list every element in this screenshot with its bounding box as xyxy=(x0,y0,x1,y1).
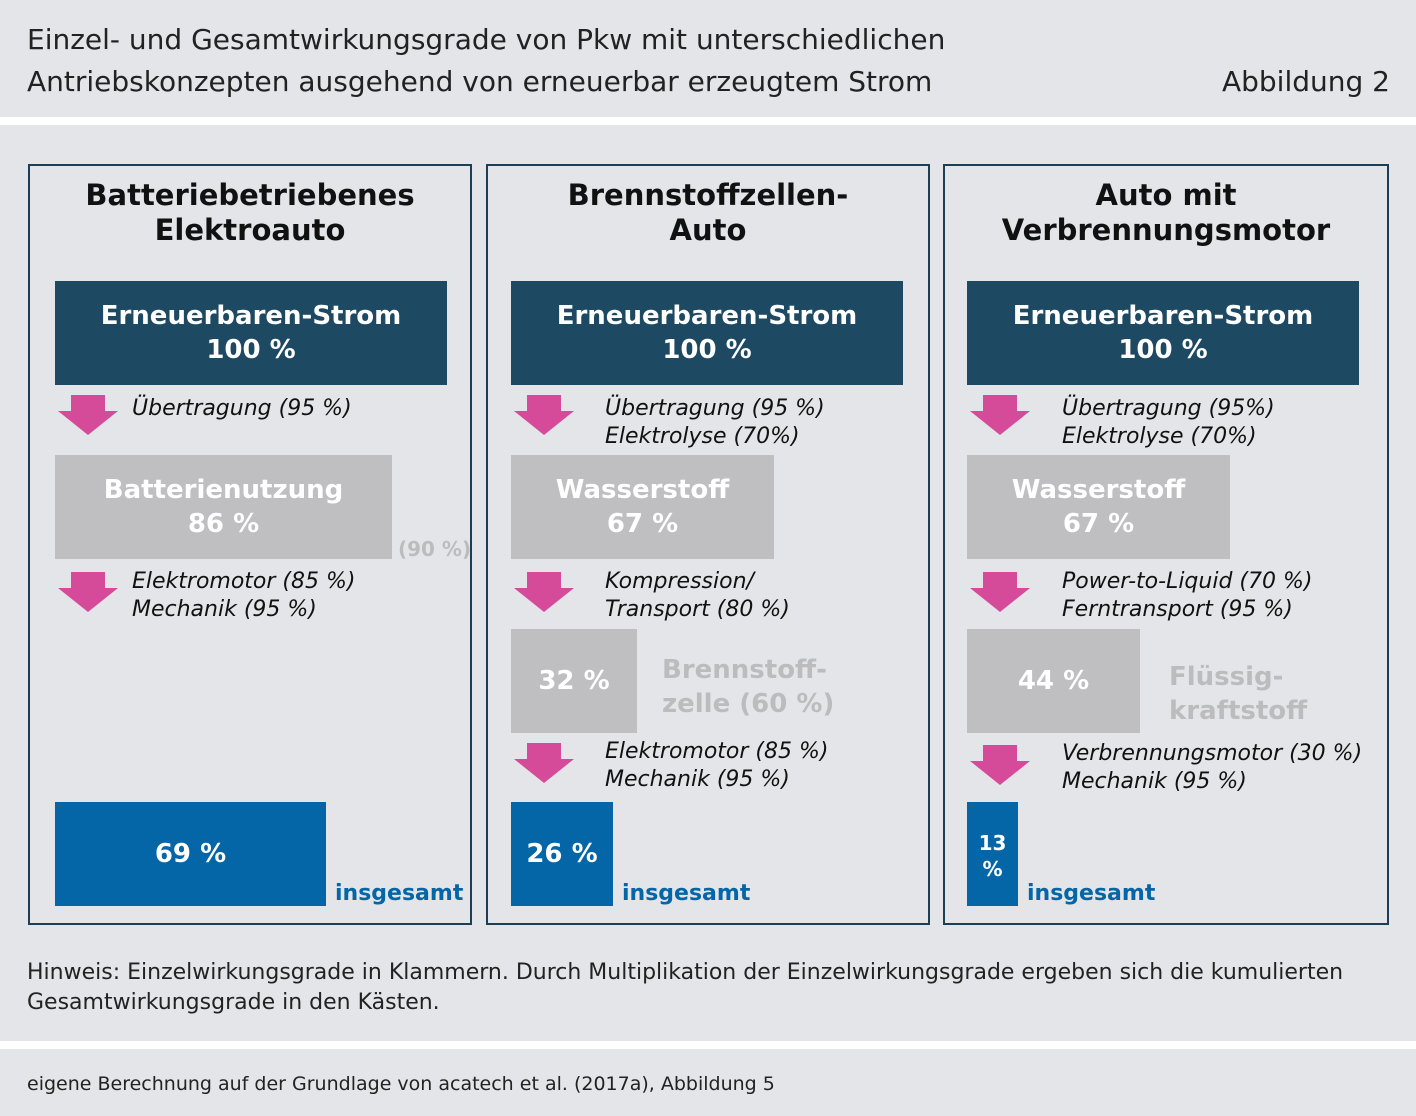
step-2-line-1: Kompression/ xyxy=(605,569,754,594)
battery-box-label: Batterienutzung xyxy=(103,475,344,505)
panel-title-line-2: Verbrennungsmotor xyxy=(1001,213,1331,247)
panel-title: Auto mit Verbrennungsmotor xyxy=(945,178,1387,248)
step-2-line-2: Transport (80 %) xyxy=(605,597,790,622)
step-1-label: Übertragung (95 %) xyxy=(132,395,352,423)
total-box: 26 % xyxy=(511,802,613,906)
step-2-line-1: Elektromotor (85 %) xyxy=(132,569,356,594)
note-line-2: Gesamtwirkungsgrade in den Kästen. xyxy=(27,990,440,1015)
step-3-line-1: Verbrennungsmotor (30 %) xyxy=(1062,741,1363,766)
source-note: eigene Berechnung auf der Grundlage von … xyxy=(27,1073,775,1095)
panel-title-line-1: Brennstoffzellen- xyxy=(567,178,849,212)
liquid-fuel-label: Flüssig- kraftstoff xyxy=(1169,660,1307,728)
panel-title-line-1: Batteriebetriebenes xyxy=(85,178,415,212)
source-box-value: 100 % xyxy=(206,335,296,365)
step-1-line-1: Übertragung (95 %) xyxy=(132,396,352,421)
source-box-label: Erneuerbaren-Strom xyxy=(556,301,858,331)
step-1-label: Übertragung (95%) Elektrolyse (70%) xyxy=(1062,395,1275,451)
figure-title-line-2: Antriebskonzepten ausgehend von erneuerb… xyxy=(27,65,933,98)
step-1-line-1: Übertragung (95%) xyxy=(1062,396,1275,421)
step-2-line-2: Mechanik (95 %) xyxy=(132,597,317,622)
down-arrow-icon xyxy=(58,395,118,435)
panel-combustion-engine: Auto mit Verbrennungsmotor Erneuerbaren-… xyxy=(943,164,1389,925)
battery-box: Batterienutzung 86 % xyxy=(55,455,392,559)
hydrogen-box-value: 67 % xyxy=(1062,509,1135,539)
footer-band xyxy=(0,1049,1416,1116)
battery-efficiency-note: (90 %) xyxy=(398,537,472,561)
hydrogen-box-label: Wasserstoff xyxy=(555,475,730,505)
step-2-label: Elektromotor (85 %) Mechanik (95 %) xyxy=(132,568,356,624)
battery-box-value: 86 % xyxy=(187,509,260,539)
step-1-line-2: Elektrolyse (70%) xyxy=(605,424,800,449)
step-3-label: Verbrennungsmotor (30 %) Mechanik (95 %) xyxy=(1062,740,1362,796)
panel-title: Brennstoffzellen- Auto xyxy=(488,178,928,248)
fuel-cell-label-line-2: zelle (60 %) xyxy=(662,689,835,719)
figure-label: Abbildung 2 xyxy=(1221,65,1390,98)
step-3-line-2: Mechanik (95 %) xyxy=(1062,769,1247,794)
figure-title-line-1: Einzel- und Gesamtwirkungsgrade von Pkw … xyxy=(27,23,946,56)
hydrogen-box: Wasserstoff 67 % xyxy=(511,455,774,559)
header-band xyxy=(0,0,1416,117)
source-box-label: Erneuerbaren-Strom xyxy=(1012,301,1314,331)
down-arrow-icon xyxy=(514,743,574,783)
step-2-line-2: Ferntransport (95 %) xyxy=(1062,597,1293,622)
fuel-cell-label: Brennstoff- zelle (60 %) xyxy=(662,653,834,721)
total-value: 13 % xyxy=(978,831,1007,881)
source-box-value: 100 % xyxy=(1118,335,1208,365)
source-box: Erneuerbaren-Strom 100 % xyxy=(511,281,903,385)
total-label: insgesamt xyxy=(335,881,464,906)
panel-title-line-1: Auto mit xyxy=(1095,178,1237,212)
liquid-fuel-label-line-2: kraftstoff xyxy=(1169,696,1308,726)
step-1-label: Übertragung (95 %) Elektrolyse (70%) xyxy=(605,395,825,451)
source-box: Erneuerbaren-Strom 100 % xyxy=(967,281,1359,385)
source-box: Erneuerbaren-Strom 100 % xyxy=(55,281,447,385)
hydrogen-box-value: 67 % xyxy=(606,509,679,539)
hydrogen-box: Wasserstoff 67 % xyxy=(967,455,1230,559)
down-arrow-icon xyxy=(970,745,1030,785)
liquid-fuel-label-line-1: Flüssig- xyxy=(1169,662,1284,692)
panel-title: Batteriebetriebenes Elektroauto xyxy=(30,178,470,248)
total-label: insgesamt xyxy=(622,881,751,906)
total-value: 69 % xyxy=(154,839,227,869)
fuel-cell-box-value: 32 % xyxy=(538,666,610,696)
note-line-1: Hinweis: Einzelwirkungsgrade in Klammern… xyxy=(27,960,1344,985)
fuel-cell-label-line-1: Brennstoff- xyxy=(662,655,827,685)
liquid-fuel-box-value: 44 % xyxy=(1017,666,1090,696)
fuel-cell-box: 32 % xyxy=(511,629,637,733)
total-label: insgesamt xyxy=(1027,881,1156,906)
step-1-line-2: Elektrolyse (70%) xyxy=(1062,424,1257,449)
liquid-fuel-box: 44 % xyxy=(967,629,1140,733)
down-arrow-icon xyxy=(970,572,1030,612)
step-2-label: Power-to-Liquid (70 %) Ferntransport (95… xyxy=(1062,568,1312,624)
panel-battery-electric: Batteriebetriebenes Elektroauto Erneuerb… xyxy=(28,164,472,925)
source-box-value: 100 % xyxy=(662,335,752,365)
down-arrow-icon xyxy=(514,572,574,612)
step-3-label: Elektromotor (85 %) Mechanik (95 %) xyxy=(605,738,829,794)
total-value: 26 % xyxy=(526,839,598,869)
panel-fuel-cell: Brennstoffzellen- Auto Erneuerbaren-Stro… xyxy=(486,164,930,925)
down-arrow-icon xyxy=(58,572,118,612)
panel-title-line-2: Auto xyxy=(669,213,747,247)
panel-title-line-2: Elektroauto xyxy=(154,213,346,247)
down-arrow-icon xyxy=(970,395,1030,435)
step-3-line-1: Elektromotor (85 %) xyxy=(605,739,829,764)
hydrogen-box-label: Wasserstoff xyxy=(1011,475,1186,505)
source-box-label: Erneuerbaren-Strom xyxy=(100,301,402,331)
down-arrow-icon xyxy=(514,395,574,435)
total-box: 69 % xyxy=(55,802,326,906)
step-1-line-1: Übertragung (95 %) xyxy=(605,396,825,421)
step-2-label: Kompression/ Transport (80 %) xyxy=(605,568,790,624)
total-box: 13 % xyxy=(967,802,1018,906)
step-2-line-1: Power-to-Liquid (70 %) xyxy=(1062,569,1313,594)
step-3-line-2: Mechanik (95 %) xyxy=(605,767,790,792)
